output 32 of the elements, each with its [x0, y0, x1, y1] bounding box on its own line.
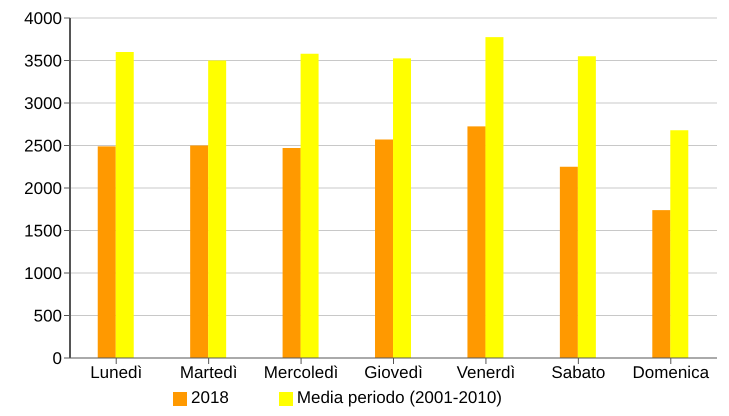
bar [670, 130, 688, 358]
bar [98, 146, 116, 358]
x-tick-label: Mercoledì [264, 363, 338, 382]
x-tick-label: Giovedì [364, 363, 423, 382]
bar [467, 126, 486, 358]
y-tick-label: 2500 [24, 136, 62, 156]
bar [282, 148, 301, 358]
bar [208, 60, 226, 358]
x-tick-label: Venerdì [456, 363, 516, 382]
bar [578, 56, 596, 358]
bar [190, 146, 208, 358]
y-tick-label: 1500 [24, 222, 62, 241]
bar [485, 37, 504, 358]
y-tick-label: 2000 [24, 179, 62, 198]
y-tick-label: 3000 [24, 94, 62, 114]
legend-label: 2018 [191, 388, 229, 407]
x-tick-label: Martedì [180, 363, 238, 382]
x-tick-label: Lunedì [90, 363, 142, 382]
bar [300, 54, 319, 358]
x-tick-label: Domenica [632, 363, 710, 382]
y-tick-label: 3500 [24, 52, 62, 71]
x-tick-label: Sabato [551, 363, 606, 382]
y-tick-label: 0 [52, 349, 62, 368]
bar [560, 166, 578, 358]
y-tick-label: 4000 [24, 9, 62, 28]
legend-label: Media periodo (2001-2010) [296, 388, 502, 407]
bar [116, 52, 134, 358]
y-tick-label: 500 [34, 306, 62, 326]
bar [652, 210, 670, 358]
y-tick-label: 1000 [24, 264, 62, 284]
bar [375, 140, 394, 358]
bar [393, 58, 412, 358]
